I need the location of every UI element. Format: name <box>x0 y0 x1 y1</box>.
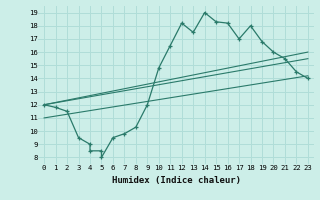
X-axis label: Humidex (Indice chaleur): Humidex (Indice chaleur) <box>111 176 241 185</box>
